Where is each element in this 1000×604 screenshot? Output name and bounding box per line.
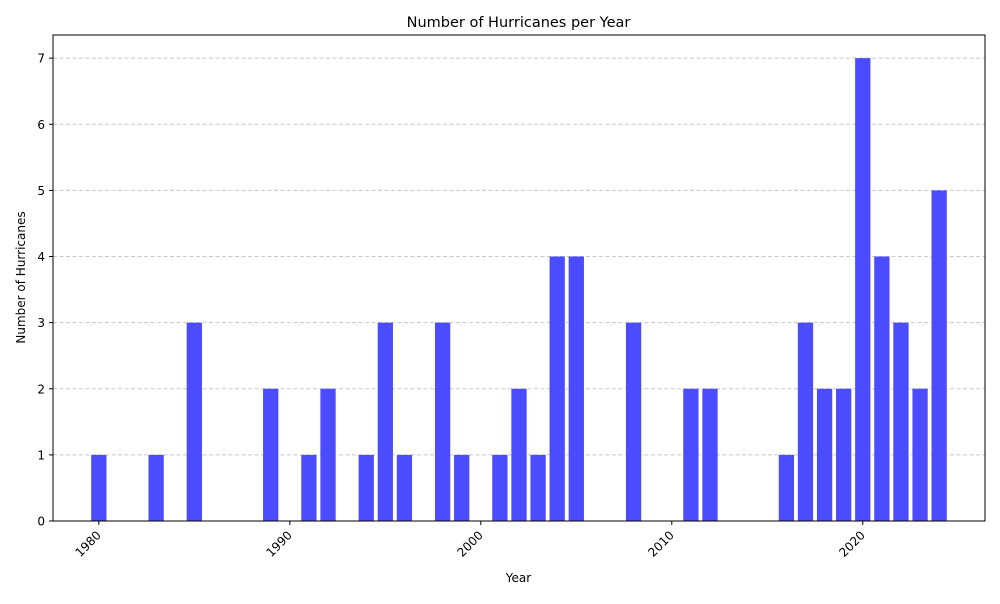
bar-2024 xyxy=(931,190,947,521)
x-axis-label: Year xyxy=(505,571,531,585)
x-axis-ticks: 1980 1990 2000 2010 2020 xyxy=(72,521,868,560)
y-axis-label: Number of Hurricanes xyxy=(14,211,28,343)
bar-1992 xyxy=(320,388,336,521)
y-tick-label: 1 xyxy=(37,448,45,462)
x-tick-label: 1990 xyxy=(263,528,294,559)
bar-1985 xyxy=(186,322,202,521)
bar-2012 xyxy=(702,388,718,521)
bar-1989 xyxy=(263,388,279,521)
y-tick-label: 6 xyxy=(37,118,45,132)
bar-1994 xyxy=(358,454,374,521)
bar-2004 xyxy=(549,256,565,521)
x-tick-label: 2020 xyxy=(836,528,867,559)
bar-2020 xyxy=(855,58,871,522)
bar-2011 xyxy=(683,388,699,521)
bar-1999 xyxy=(454,454,470,521)
bar-2021 xyxy=(874,256,890,521)
x-tick-label: 2000 xyxy=(454,528,485,559)
bar-2005 xyxy=(568,256,584,521)
bar-2001 xyxy=(492,454,508,521)
y-tick-label: 5 xyxy=(37,184,45,198)
y-tick-label: 3 xyxy=(37,316,45,330)
bar-2017 xyxy=(797,322,814,521)
bar-2022 xyxy=(893,322,909,521)
chart-title: Number of Hurricanes per Year xyxy=(407,15,631,31)
bar-2016 xyxy=(778,454,795,521)
bar-2023 xyxy=(912,388,928,521)
y-tick-label: 4 xyxy=(37,250,45,264)
bar-2018 xyxy=(816,388,833,521)
y-tick-label: 7 xyxy=(37,52,45,66)
bar-1998 xyxy=(434,322,451,521)
bar-2019 xyxy=(836,388,852,521)
bar-1996 xyxy=(396,454,413,521)
plot-frame xyxy=(52,34,986,522)
bars xyxy=(91,58,947,522)
y-tick-label: 2 xyxy=(37,382,45,396)
bar-1995 xyxy=(377,322,393,521)
bar-1983 xyxy=(148,454,164,521)
bar-1980 xyxy=(91,454,107,521)
bar-2008 xyxy=(625,322,642,521)
y-tick-label: 0 xyxy=(37,515,45,529)
bar-1991 xyxy=(301,454,317,521)
x-tick-label: 2010 xyxy=(645,528,676,559)
y-axis-ticks: 0 1 2 3 4 5 6 7 xyxy=(37,52,53,529)
x-tick-label: 1980 xyxy=(72,528,103,559)
bar-2003 xyxy=(530,454,546,521)
bar-2002 xyxy=(511,388,527,521)
